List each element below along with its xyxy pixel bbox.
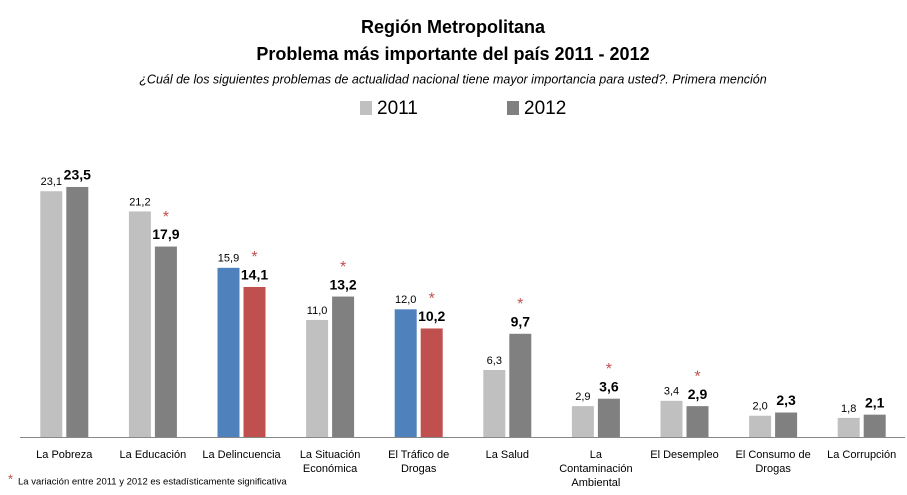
x-tick-label: La Salud (485, 449, 530, 461)
value-label: 2,3 (776, 392, 796, 408)
bar (775, 412, 798, 437)
value-label: 3,4 (664, 386, 679, 398)
value-label: 6,3 (487, 355, 502, 367)
legend-swatch (360, 101, 372, 115)
significance-marker: * (429, 291, 435, 308)
bar (509, 333, 532, 437)
x-tick-label: El Tráfico de Drogas (388, 449, 450, 475)
bar (154, 246, 177, 437)
bar (394, 309, 417, 437)
bar (66, 186, 89, 437)
bar (217, 267, 240, 437)
value-label: 2,0 (752, 401, 767, 413)
legend-label: 2012 (524, 98, 566, 119)
value-label: 2,9 (575, 391, 590, 403)
legend-label: 2011 (377, 98, 418, 119)
bar (837, 417, 860, 437)
x-tick-label: La Pobreza (36, 449, 93, 461)
value-label: 13,2 (329, 276, 356, 292)
value-label: 2,1 (865, 394, 885, 410)
x-tick-label: El Desempleo (650, 449, 719, 461)
significance-marker: * (694, 368, 700, 385)
x-tick-label: La Situación Económica (299, 449, 361, 475)
value-label: 21,2 (129, 196, 150, 208)
significance-marker: * (606, 361, 612, 378)
footnote: La variación entre 2011 y 2012 es estadí… (18, 477, 287, 488)
bar (686, 406, 709, 437)
bar (40, 191, 63, 437)
footnote-marker: * (8, 471, 13, 486)
bar (420, 328, 443, 437)
value-label: 23,1 (41, 176, 62, 188)
x-tick-label: La Contaminación Ambiental (559, 449, 633, 489)
value-label: 9,7 (511, 313, 531, 329)
value-label: 11,0 (307, 305, 328, 317)
x-tick-label: La Delincuencia (202, 449, 281, 461)
significance-marker: * (163, 209, 169, 226)
value-label: 17,9 (152, 226, 179, 242)
value-label: 1,8 (841, 403, 856, 415)
bar (243, 286, 266, 437)
legend-swatch (507, 101, 519, 115)
chart-title: Región Metropolitana (361, 17, 546, 37)
question: ¿Cuál de los siguientes problemas de act… (139, 72, 766, 86)
bar (660, 400, 683, 437)
significance-marker: * (517, 296, 523, 313)
bar (306, 319, 329, 437)
bar (483, 369, 506, 437)
bar (128, 211, 151, 437)
x-tick-label: La Corrupción (827, 449, 897, 461)
value-label: 10,2 (418, 308, 445, 324)
value-label: 12,0 (395, 294, 416, 306)
value-label: 14,1 (241, 267, 268, 283)
value-label: 15,9 (218, 253, 239, 265)
bar (749, 415, 772, 437)
value-label: 23,5 (64, 167, 91, 183)
bar (332, 296, 355, 437)
value-label: 2,9 (688, 386, 708, 402)
bar (597, 398, 620, 437)
bar (571, 406, 594, 437)
x-tick-label: El Consumo de Drogas (735, 449, 811, 475)
value-label: 3,6 (599, 378, 619, 394)
bar (863, 414, 886, 437)
chart-subtitle: Problema más importante del país 2011 - … (256, 44, 649, 64)
significance-marker: * (340, 259, 346, 276)
significance-marker: * (251, 249, 257, 266)
x-tick-label: La Educación (119, 449, 187, 461)
